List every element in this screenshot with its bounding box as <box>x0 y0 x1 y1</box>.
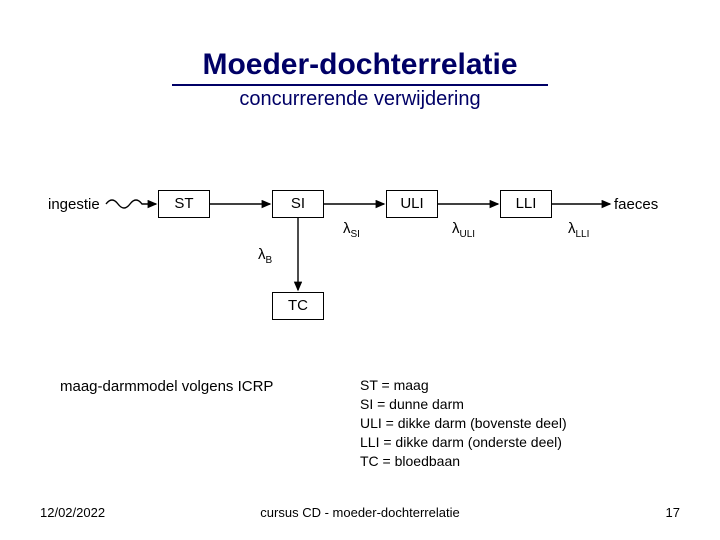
legend-line: TC = bloedbaan <box>360 452 567 471</box>
box-si: SI <box>272 190 324 218</box>
slide-title: Moeder-dochterrelatie <box>202 48 517 82</box>
footer-date: 12/02/2022 <box>40 505 105 520</box>
legend-line: LLI = dikke darm (onderste deel) <box>360 433 567 452</box>
title-underline <box>172 84 548 86</box>
legend: ST = maag SI = dunne darm ULI = dikke da… <box>360 376 567 470</box>
slide-subtitle: concurrerende verwijdering <box>239 88 480 111</box>
rate-si: λSI <box>343 220 360 240</box>
footer-page: 17 <box>666 505 680 520</box>
legend-line: SI = dunne darm <box>360 395 567 414</box>
label-faeces: faeces <box>614 196 658 213</box>
box-st: ST <box>158 190 210 218</box>
label-ingestie: ingestie <box>48 196 100 213</box>
rate-uli: λULI <box>452 220 475 240</box>
footer-center: cursus CD - moeder-dochterrelatie <box>260 505 459 520</box>
box-tc: TC <box>272 292 324 320</box>
legend-line: ULI = dikke darm (bovenste deel) <box>360 414 567 433</box>
rate-b: λB <box>258 246 272 266</box>
box-lli: LLI <box>500 190 552 218</box>
legend-line: ST = maag <box>360 376 567 395</box>
box-uli: ULI <box>386 190 438 218</box>
rate-lli: λLLI <box>568 220 589 240</box>
model-caption: maag-darmmodel volgens ICRP <box>60 378 273 395</box>
